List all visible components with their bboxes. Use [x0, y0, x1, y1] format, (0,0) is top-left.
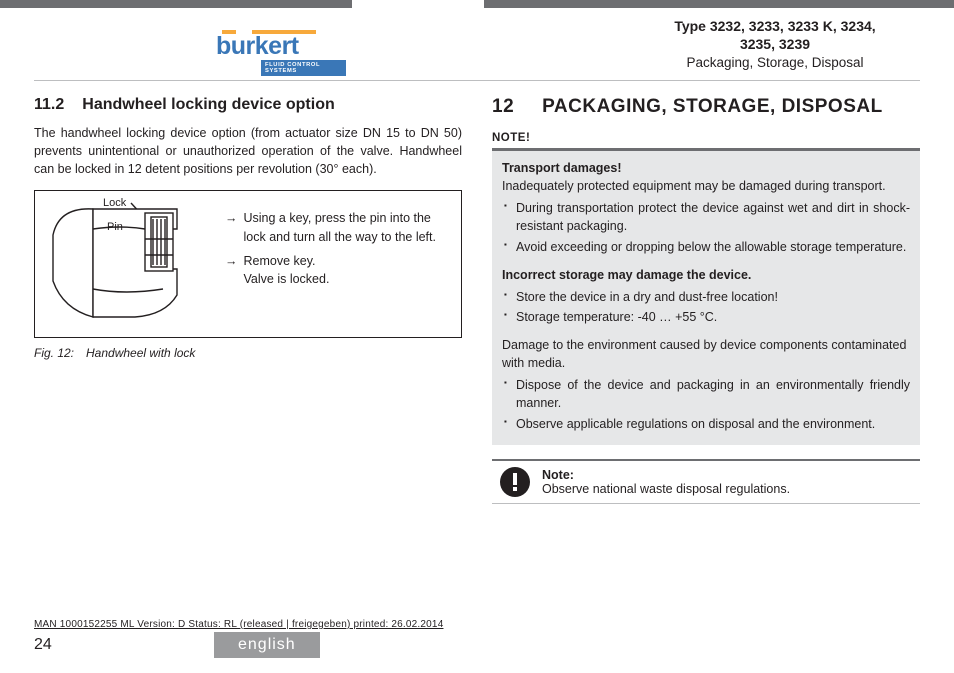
logo-text: burkert — [216, 32, 299, 61]
handwheel-drawing: Lock Pin — [45, 199, 205, 324]
header-divider — [34, 80, 920, 81]
list-item: Storage temperature: -40 … +55 °C. — [502, 308, 910, 326]
list-item: Store the device in a dry and dust-free … — [502, 288, 910, 306]
section-number: 12 — [492, 96, 514, 118]
callout-pin: Pin — [107, 221, 123, 233]
instruction-1: Using a key, press the pin into the lock… — [244, 209, 452, 245]
list-item: Dispose of the device and packaging in a… — [502, 376, 910, 412]
note-text: Observe national waste disposal regulati… — [542, 482, 790, 496]
section-title: PACKAGING, STORAGE, DISPOSAL — [542, 96, 883, 118]
footer-metadata: MAN 1000152255 ML Version: D Status: RL … — [34, 619, 920, 630]
heading-text: Handwheel locking device option — [82, 96, 334, 114]
instruction-2: Remove key. — [244, 254, 316, 268]
figure-box: Lock Pin — [34, 190, 462, 338]
warning-env-text: Damage to the environment caused by devi… — [502, 336, 910, 372]
top-edge-bar-right — [484, 0, 954, 8]
document-title-block: Type 3232, 3233, 3233 K, 3234, 3235, 323… — [630, 18, 920, 70]
page-header: burkert FLUID CONTROL SYSTEMS Type 3232,… — [0, 16, 954, 84]
intro-paragraph: The handwheel locking device option (fro… — [34, 124, 462, 178]
info-box: Transport damages! Inadequately protecte… — [492, 148, 920, 445]
note-bar: Note: Observe national waste disposal re… — [492, 459, 920, 504]
page-footer: MAN 1000152255 ML Version: D Status: RL … — [34, 619, 920, 663]
arrow-icon: → — [225, 252, 238, 288]
figure-instructions: → Using a key, press the pin into the lo… — [225, 199, 451, 294]
subsection-heading: 11.2 Handwheel locking device option — [34, 96, 462, 114]
list-item: Avoid exceeding or dropping below the al… — [502, 238, 910, 256]
type-line-2: 3235, 3239 — [630, 36, 920, 54]
warning-transport-title: Transport damages! — [502, 159, 910, 177]
warning-storage-title: Incorrect storage may damage the device. — [502, 266, 910, 284]
instruction-3: Valve is locked. — [244, 272, 330, 286]
list-item: During transportation protect the device… — [502, 199, 910, 235]
right-column: 12 PACKAGING, STORAGE, DISPOSAL NOTE! Tr… — [492, 96, 920, 603]
left-column: 11.2 Handwheel locking device option The… — [34, 96, 462, 603]
note-title: Note: — [542, 468, 574, 482]
language-pill: english — [214, 632, 320, 658]
content-columns: 11.2 Handwheel locking device option The… — [34, 96, 920, 603]
list-item: Observe applicable regulations on dispos… — [502, 415, 910, 433]
exclamation-icon — [500, 467, 530, 497]
figure-caption: Fig. 12: Handwheel with lock — [34, 346, 462, 360]
page-number: 24 — [34, 636, 214, 654]
burkert-logo: burkert FLUID CONTROL SYSTEMS — [216, 30, 346, 58]
lock-diagram-svg — [45, 199, 205, 324]
top-edge-bar-left — [0, 0, 352, 8]
note-label: NOTE! — [492, 132, 920, 144]
callout-lock: Lock — [103, 197, 126, 209]
type-line-1: Type 3232, 3233, 3233 K, 3234, — [630, 18, 920, 36]
heading-number: 11.2 — [34, 96, 64, 114]
section-heading: 12 PACKAGING, STORAGE, DISPOSAL — [492, 96, 920, 118]
logo-subtitle: FLUID CONTROL SYSTEMS — [261, 60, 346, 76]
arrow-icon: → — [225, 209, 238, 245]
section-reference: Packaging, Storage, Disposal — [630, 55, 920, 70]
warning-transport-text: Inadequately protected equipment may be … — [502, 177, 910, 195]
